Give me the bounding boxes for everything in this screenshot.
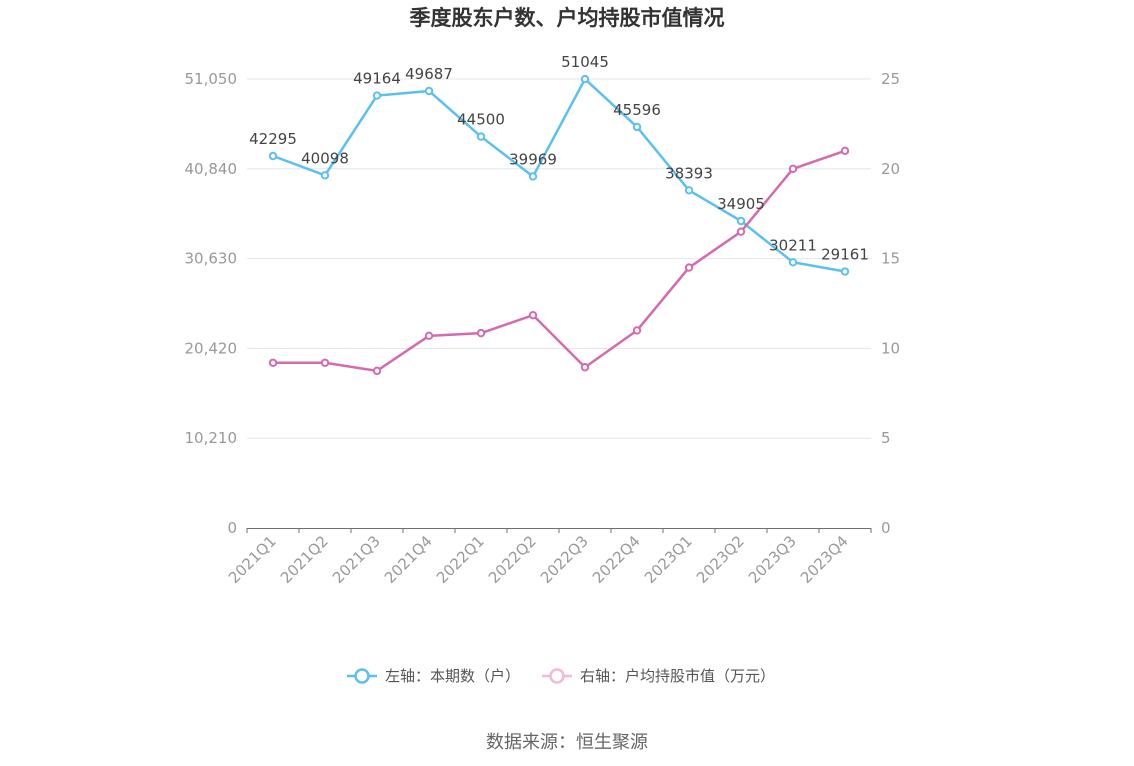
series — [268, 74, 850, 376]
series-2-point[interactable] — [320, 358, 330, 367]
y-right-tick-label: 25 — [881, 70, 900, 88]
data-label: 38393 — [665, 164, 713, 182]
series-1-point[interactable] — [320, 171, 330, 180]
data-label: 29161 — [821, 246, 869, 264]
series-2-point[interactable] — [840, 146, 850, 156]
series-2-point[interactable] — [632, 326, 642, 335]
series-2-point[interactable] — [372, 366, 382, 376]
legend-item-2[interactable]: 右轴：户均持股市值（万元） — [542, 667, 775, 685]
x-tick-label: 2023Q4 — [797, 532, 852, 587]
x-tick-label: 2022Q3 — [537, 532, 592, 587]
y-left-tick-label: 30,630 — [185, 250, 238, 268]
series-2-point[interactable] — [476, 328, 486, 338]
x-tick-label: 2023Q2 — [693, 532, 748, 587]
series-2-point[interactable] — [528, 310, 538, 320]
x-tick-label: 2022Q2 — [485, 532, 540, 587]
series-1-point[interactable] — [580, 74, 590, 84]
data-label: 49164 — [353, 70, 401, 88]
y-left-tick-label: 0 — [227, 519, 237, 537]
y-left-tick-label: 20,420 — [185, 339, 238, 357]
y-right-tick-label: 15 — [881, 250, 900, 268]
legend-circle-icon — [549, 668, 565, 684]
data-label: 30211 — [769, 236, 817, 254]
chart-title: 季度股东户数、户均持股市值情况 — [410, 6, 725, 30]
y-right-tick-label: 5 — [881, 429, 891, 447]
x-tick-label: 2021Q2 — [277, 532, 332, 587]
legend-circle-icon — [354, 668, 370, 684]
series-1-point[interactable] — [372, 91, 382, 100]
x-tick-label: 2022Q1 — [433, 532, 488, 587]
x-tick-label: 2023Q3 — [745, 532, 800, 587]
source-note: 数据来源：恒生聚源 — [486, 732, 648, 753]
series-1-point[interactable] — [632, 122, 642, 132]
data-label: 51045 — [561, 53, 609, 71]
series-2-point[interactable] — [684, 263, 694, 272]
legend[interactable]: 左轴：本期数（户） 右轴：户均持股市值（万元） — [347, 667, 775, 685]
x-tick-label: 2021Q3 — [329, 532, 384, 587]
legend-label: 左轴：本期数（户） — [385, 667, 520, 685]
series-2-point[interactable] — [424, 331, 434, 341]
y-right-tick-label: 10 — [881, 339, 900, 357]
legend-item-1[interactable]: 左轴：本期数（户） — [347, 667, 520, 685]
y-left-tick-label: 51,050 — [185, 70, 238, 88]
series-line-2 — [273, 149, 846, 373]
data-label: 44500 — [457, 111, 505, 129]
y-right-tick-label: 0 — [881, 519, 891, 537]
series-1-point[interactable] — [736, 216, 746, 226]
y-right-tick-label: 20 — [881, 160, 900, 178]
series-2-point[interactable] — [736, 227, 746, 236]
data-label: 42295 — [249, 130, 297, 148]
data-label: 40098 — [301, 149, 349, 167]
y-left-tick-label: 40,840 — [185, 160, 238, 178]
legend-label: 右轴：户均持股市值（万元） — [580, 667, 775, 685]
x-tick-label: 2023Q1 — [641, 532, 696, 587]
data-label: 34905 — [717, 195, 765, 213]
series-1-point[interactable] — [476, 132, 486, 141]
x-tick-label: 2022Q4 — [589, 532, 644, 587]
x-tick-label: 2021Q1 — [225, 532, 280, 587]
series-1-point[interactable] — [788, 258, 798, 267]
series-1-point[interactable] — [528, 172, 538, 181]
series-1-point[interactable] — [268, 151, 278, 161]
data-label: 39969 — [509, 150, 557, 168]
series-line-1 — [272, 77, 846, 273]
series-2-point[interactable] — [788, 164, 798, 174]
data-label: 45596 — [613, 101, 661, 119]
y-left-tick-label: 10,210 — [185, 429, 238, 447]
series-2-point[interactable] — [268, 358, 278, 367]
x-tick-label: 2021Q4 — [381, 532, 436, 587]
series-1-point[interactable] — [840, 267, 850, 276]
grid — [247, 78, 871, 439]
series-1-point[interactable] — [684, 186, 694, 195]
series-2-point[interactable] — [580, 363, 590, 372]
data-label: 49687 — [405, 65, 453, 83]
series-1-point[interactable] — [424, 86, 434, 96]
